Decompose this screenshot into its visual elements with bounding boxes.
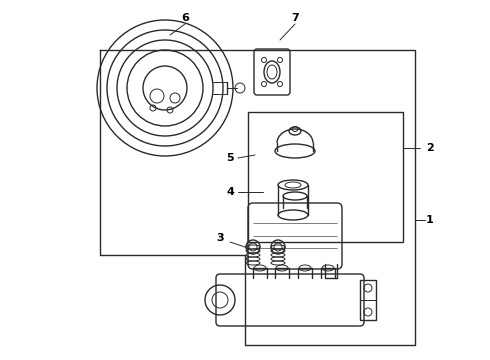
Text: 5: 5 <box>226 153 234 163</box>
Bar <box>248 112 403 242</box>
Text: 1: 1 <box>426 215 434 225</box>
Text: 2: 2 <box>426 143 434 153</box>
Text: 3: 3 <box>216 233 224 243</box>
Text: 7: 7 <box>291 13 299 23</box>
Bar <box>360 280 376 320</box>
Text: 6: 6 <box>181 13 189 23</box>
Text: 4: 4 <box>226 187 234 197</box>
